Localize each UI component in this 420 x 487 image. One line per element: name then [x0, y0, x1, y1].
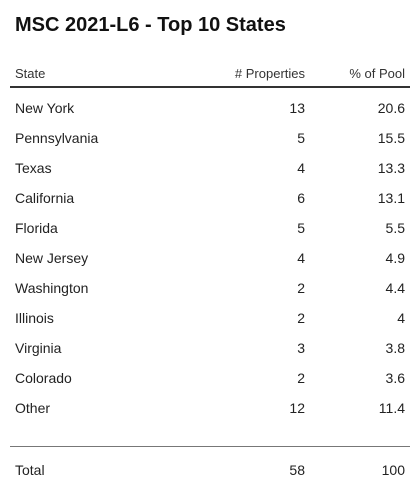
- properties-cell: 12: [289, 400, 305, 416]
- state-cell: Virginia: [15, 340, 62, 356]
- table-row: California 6 13.1: [10, 183, 410, 213]
- pool-cell: 11.4: [378, 400, 405, 416]
- state-cell: Texas: [15, 160, 52, 176]
- pool-cell: 4: [397, 310, 405, 326]
- table-row: Virginia 3 3.8: [10, 333, 410, 363]
- properties-cell: 13: [289, 100, 305, 116]
- properties-cell: 3: [297, 340, 305, 356]
- column-header-properties: # Properties: [234, 66, 305, 81]
- properties-cell: 2: [297, 370, 305, 386]
- state-cell: Colorado: [15, 370, 72, 386]
- state-cell: New York: [15, 100, 75, 116]
- column-header-state: State: [15, 66, 46, 81]
- properties-cell: 4: [297, 160, 305, 176]
- column-header-pool: % of Pool: [349, 66, 405, 81]
- total-pool: 100: [381, 462, 405, 478]
- state-cell: New Jersey: [15, 250, 89, 266]
- pool-cell: 3.6: [385, 370, 405, 386]
- properties-cell: 2: [297, 310, 305, 326]
- pool-cell: 15.5: [377, 130, 405, 146]
- table-row: Florida 5 5.5: [10, 213, 410, 243]
- pool-cell: 13.3: [377, 160, 405, 176]
- properties-cell: 4: [297, 250, 305, 266]
- state-cell: California: [15, 190, 75, 206]
- pool-cell: 4.9: [385, 250, 405, 266]
- table-row: Illinois 2 4: [10, 303, 410, 333]
- total-row: Total 58 100: [10, 455, 410, 485]
- state-cell: Florida: [15, 220, 58, 236]
- pool-cell: 13.1: [377, 190, 405, 206]
- properties-cell: 6: [297, 190, 305, 206]
- table-row: New Jersey 4 4.9: [10, 243, 410, 273]
- state-cell: Pennsylvania: [15, 130, 99, 146]
- page-title: MSC 2021-L6 - Top 10 States: [15, 14, 286, 36]
- properties-cell: 2: [297, 280, 305, 296]
- pool-cell: 3.8: [385, 340, 405, 356]
- pool-cell: 20.6: [377, 100, 405, 116]
- total-divider: [10, 423, 410, 447]
- table-body: New York 13 20.6 Pennsylvania 5 15.5 Tex…: [10, 88, 410, 423]
- table-row: Colorado 2 3.6: [10, 363, 410, 393]
- table-row: Washington 2 4.4: [10, 273, 410, 303]
- properties-cell: 5: [297, 220, 305, 236]
- state-cell: Washington: [15, 280, 89, 296]
- states-table: State # Properties % of Pool New York 13…: [10, 62, 410, 485]
- pool-cell: 4.4: [385, 280, 405, 296]
- table-row: New York 13 20.6: [10, 93, 410, 123]
- properties-cell: 5: [297, 130, 305, 146]
- state-cell: Other: [15, 400, 51, 416]
- table-header: State # Properties % of Pool: [10, 62, 410, 88]
- table-row: Pennsylvania 5 15.5: [10, 123, 410, 153]
- table-row: Other 12 11.4: [10, 393, 410, 423]
- table-row: Texas 4 13.3: [10, 153, 410, 183]
- total-properties: 58: [289, 462, 305, 478]
- pool-cell: 5.5: [385, 220, 405, 236]
- total-label: Total: [15, 462, 45, 478]
- state-cell: Illinois: [15, 310, 54, 326]
